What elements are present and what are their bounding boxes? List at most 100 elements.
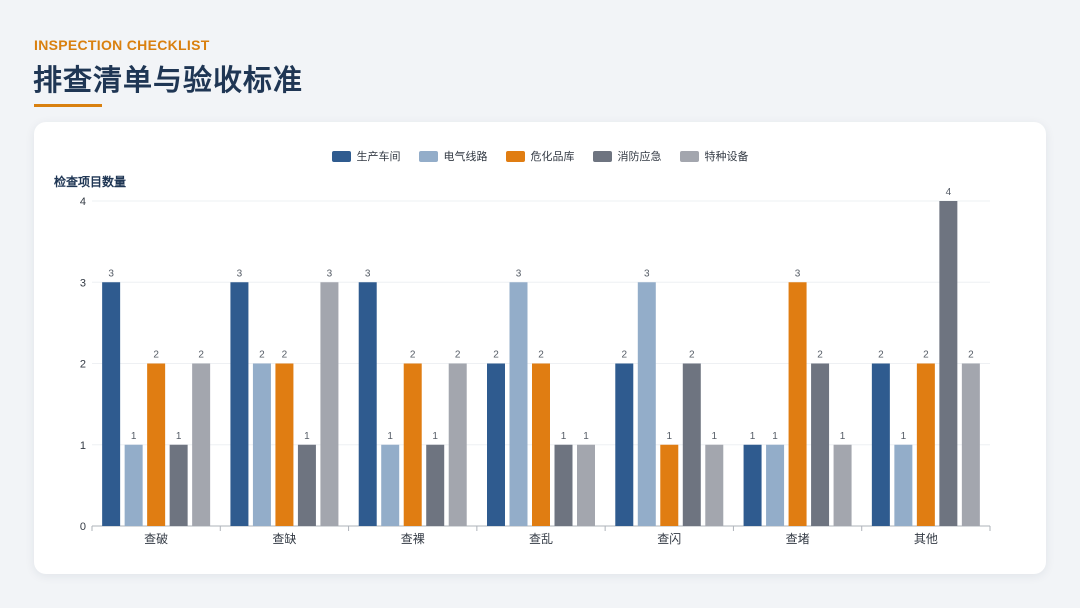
eyebrow: INSPECTION CHECKLIST	[34, 37, 210, 53]
page-title: 排查清单与验收标准	[33, 65, 304, 97]
bar	[448, 363, 467, 526]
bar	[358, 282, 377, 526]
data-label: 1	[840, 431, 846, 442]
data-label: 2	[198, 350, 204, 361]
bar	[147, 363, 166, 526]
legend-label: 生产车间	[356, 151, 401, 163]
data-label: 2	[455, 350, 461, 361]
bar	[939, 201, 958, 526]
bar	[124, 444, 143, 526]
legend-label: 电气线路	[443, 151, 488, 163]
data-label: 3	[644, 268, 650, 279]
bar	[705, 444, 724, 526]
bar	[532, 363, 550, 526]
bar	[509, 282, 528, 526]
data-label: 2	[538, 350, 544, 361]
y-axis-title: 检查项目数量	[54, 174, 126, 189]
y-tick-label: 3	[80, 277, 86, 289]
x-tick-label: 查缺	[272, 531, 296, 546]
chart-card: 生产车间 电气线路 危化品库 消防应急 特种设备 检查项目数量 0 1 2 3 4 查破 3 1 2 1 2 查…	[34, 122, 1046, 574]
legend-label: 特种设备	[704, 151, 749, 163]
legend-swatch	[331, 150, 351, 162]
legend-swatch	[418, 150, 438, 162]
legend-item: 生产车间	[331, 148, 401, 164]
bar	[252, 363, 271, 526]
bar	[637, 282, 656, 526]
legend-item: 特种设备	[679, 148, 749, 164]
legend-label: 消防应急	[617, 151, 662, 163]
bar	[682, 363, 701, 526]
data-label: 3	[237, 268, 243, 279]
bar	[615, 363, 634, 526]
y-tick-label: 4	[80, 196, 86, 208]
bar	[961, 363, 980, 526]
legend-swatch	[505, 150, 525, 162]
bar	[871, 363, 890, 526]
bar-chart: 检查项目数量 0 1 2 3 4 查破 3 1 2 1 2 查缺 3 2 2 1 3 查裸 3 1 2 1 2 查乱 2 3 2 1 1 查…	[54, 174, 991, 546]
bar	[169, 444, 188, 526]
data-label: 1	[304, 431, 310, 442]
bar	[743, 444, 762, 526]
bar	[577, 444, 595, 526]
y-tick-label: 1	[80, 440, 86, 452]
bar	[788, 282, 807, 526]
data-label: 1	[131, 431, 137, 442]
data-label: 2	[493, 350, 499, 361]
legend-swatch	[679, 150, 699, 162]
data-label: 1	[176, 431, 182, 442]
data-label: 2	[968, 350, 974, 361]
bar	[403, 363, 422, 526]
x-tick-label: 查破	[144, 531, 168, 546]
bar	[381, 444, 400, 526]
data-label: 3	[327, 268, 333, 279]
data-label: 3	[795, 268, 801, 279]
bar	[426, 444, 445, 526]
bar	[297, 444, 316, 526]
data-label: 2	[622, 350, 628, 361]
data-label: 1	[387, 431, 393, 442]
data-label: 1	[712, 431, 718, 442]
bar	[230, 282, 249, 526]
data-label: 1	[750, 431, 756, 442]
data-label: 1	[583, 431, 589, 442]
data-label: 2	[923, 350, 929, 361]
bar	[102, 282, 121, 526]
legend-item: 消防应急	[592, 148, 662, 164]
data-label: 2	[153, 350, 159, 361]
bar	[833, 444, 852, 526]
data-label: 1	[901, 431, 907, 442]
data-label: 2	[878, 350, 884, 361]
legend-swatch	[592, 150, 612, 162]
bar	[320, 282, 339, 526]
x-tick-label: 查乱	[529, 532, 553, 546]
chart-legend: 生产车间 电气线路 危化品库 消防应急 特种设备	[34, 148, 1046, 164]
bar	[811, 363, 830, 526]
bar	[660, 444, 679, 526]
x-tick-label: 其他	[914, 532, 938, 546]
legend-item: 电气线路	[418, 148, 488, 164]
data-label: 2	[689, 350, 695, 361]
bar	[192, 363, 211, 526]
bar	[766, 444, 785, 526]
data-label: 3	[516, 268, 522, 279]
legend-item: 危化品库	[505, 148, 575, 164]
data-label: 1	[772, 431, 778, 442]
y-tick-label: 0	[80, 521, 86, 533]
data-label: 3	[365, 268, 371, 279]
data-label: 2	[282, 350, 288, 361]
data-label: 4	[946, 187, 952, 198]
bar	[894, 444, 913, 526]
data-label: 1	[667, 431, 673, 442]
x-tick-label: 查闪	[657, 532, 681, 546]
y-tick-label: 2	[80, 359, 86, 371]
bar	[275, 363, 294, 526]
data-label: 1	[432, 431, 438, 442]
bar	[554, 444, 573, 526]
bar	[916, 363, 935, 526]
legend-label: 危化品库	[530, 151, 575, 163]
data-label: 2	[259, 350, 265, 361]
x-tick-label: 查堵	[786, 532, 810, 546]
data-label: 2	[410, 350, 416, 361]
data-label: 2	[817, 350, 823, 361]
data-label: 3	[108, 268, 114, 279]
